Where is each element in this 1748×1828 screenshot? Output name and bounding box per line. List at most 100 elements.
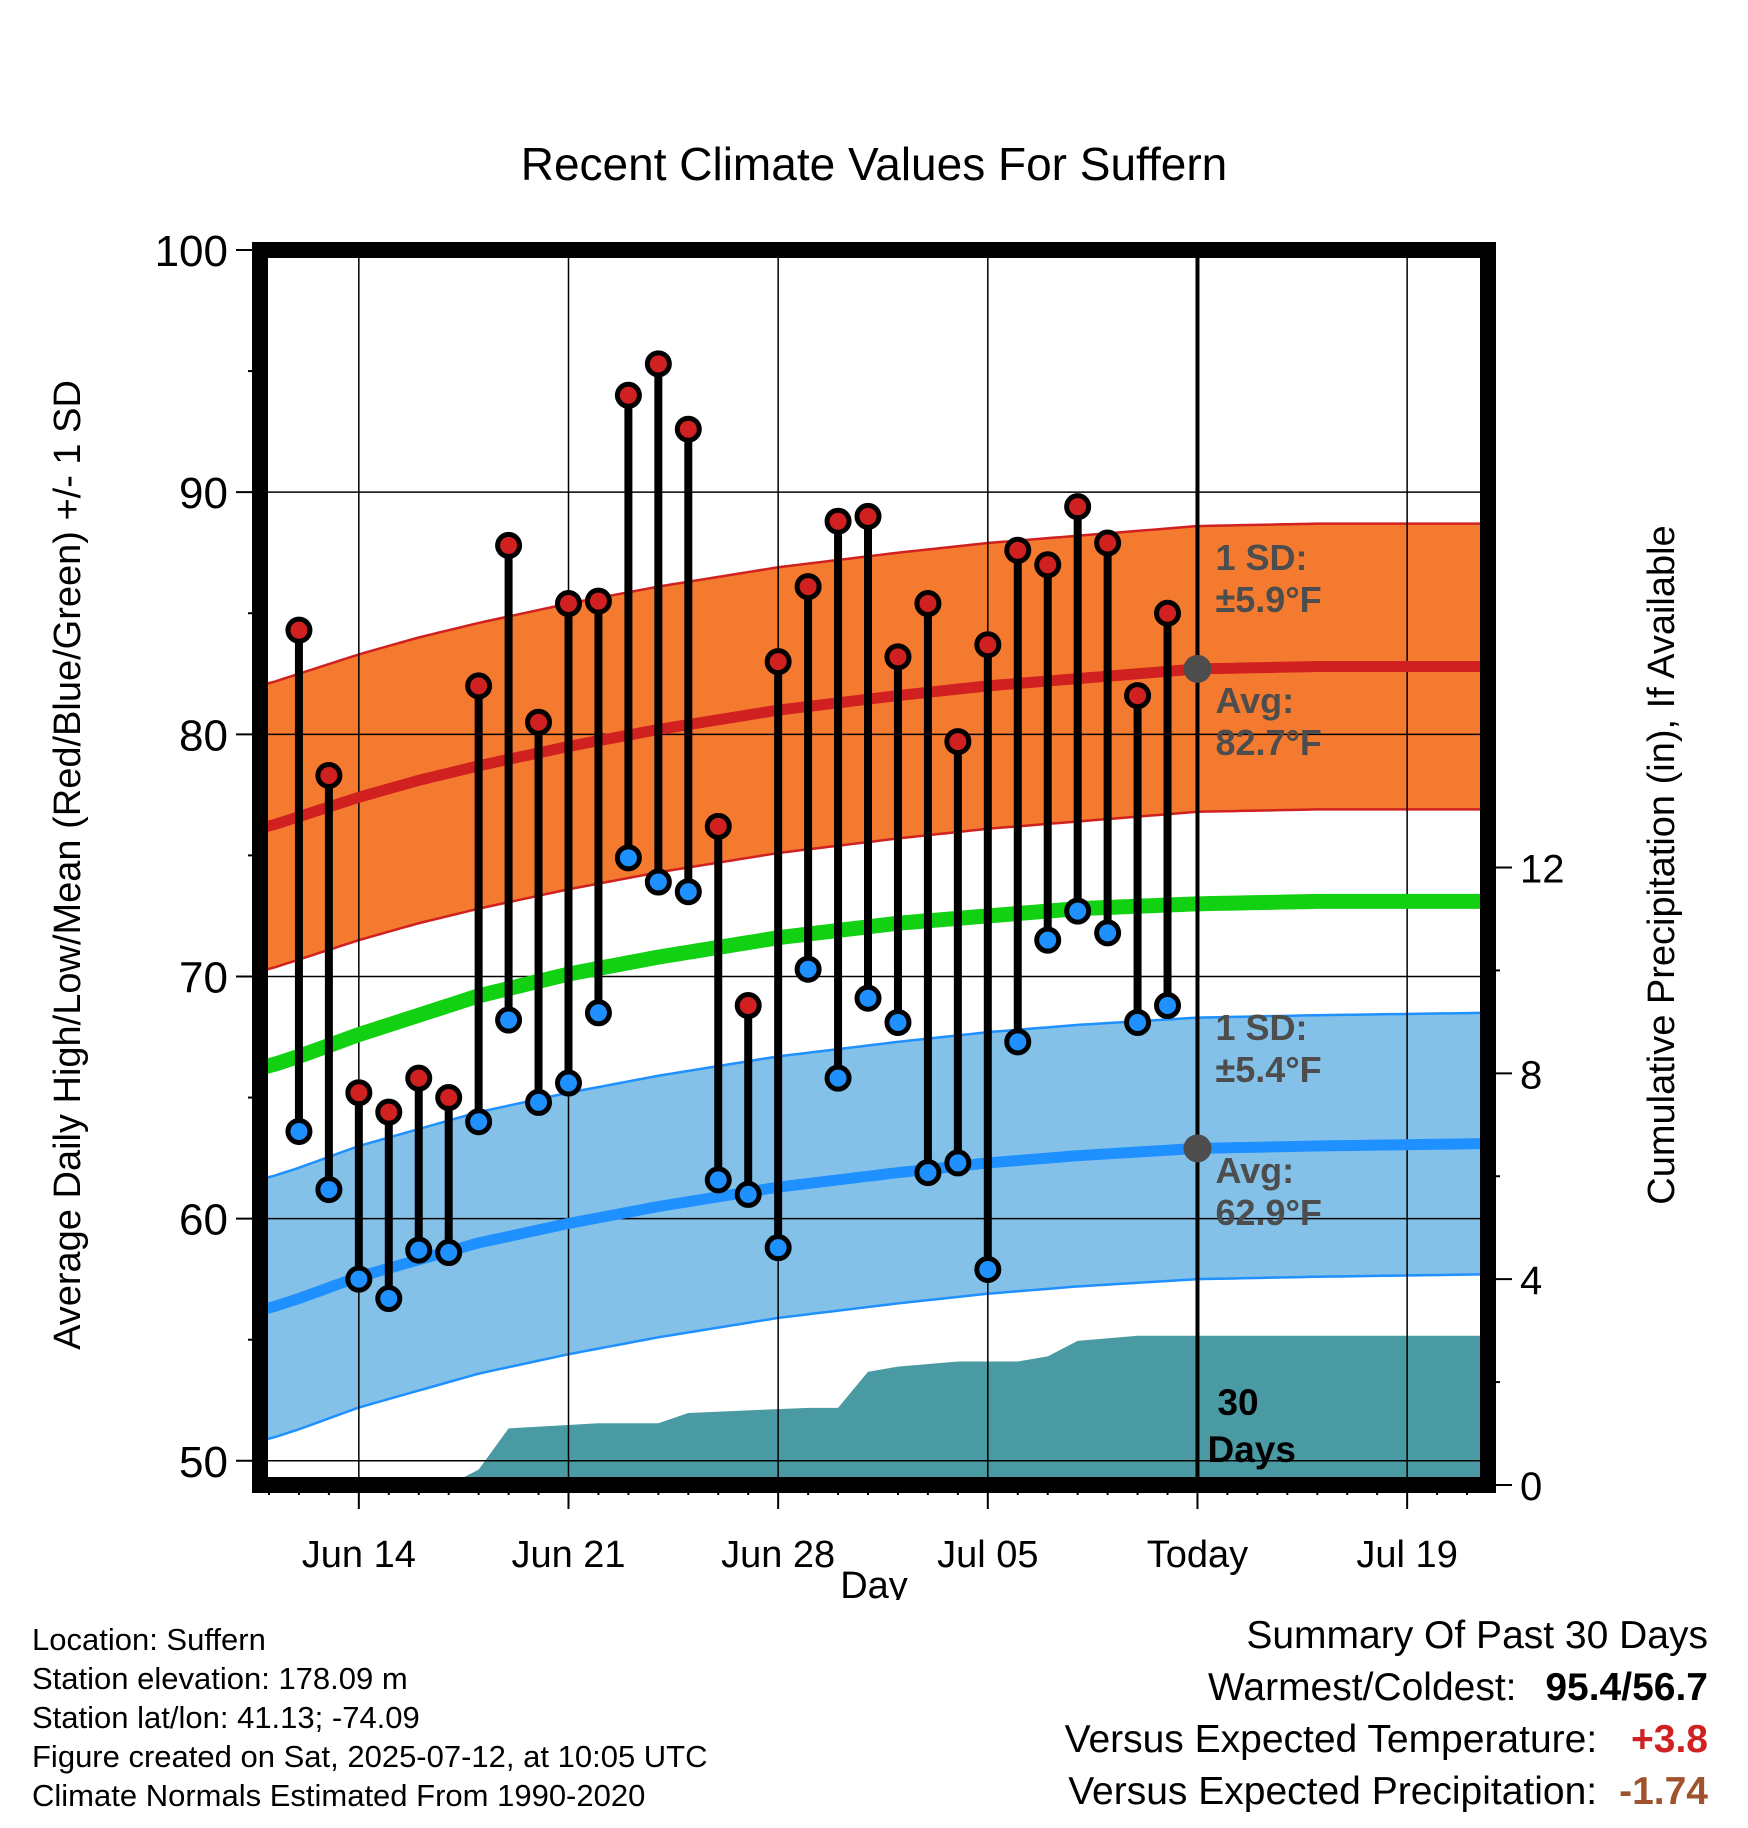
low-temp-point — [944, 1149, 972, 1177]
low-avg-value: 62.9°F — [1215, 1192, 1321, 1233]
high-temp-point — [285, 616, 313, 644]
station-info: Location: Suffern Station elevation: 178… — [32, 1620, 708, 1815]
y-axis-label-left: Average Daily High/Low/Mean (Red/Blue/Gr… — [47, 380, 89, 1350]
warm-cold-label: Warmest/Coldest: — [1208, 1666, 1517, 1709]
low-avg-annotation: Avg: — [1215, 1150, 1294, 1191]
high-temp-point — [584, 587, 612, 615]
high-temp-point — [1034, 551, 1062, 579]
station-latlon: Station lat/lon: 41.13; -74.09 — [32, 1700, 420, 1735]
low-temp-point — [1064, 897, 1092, 925]
low-temp-point — [1124, 1008, 1152, 1036]
high-temp-point — [854, 502, 882, 530]
coldest-value: 56.7 — [1632, 1666, 1708, 1709]
x-tick-label: Jun 14 — [302, 1534, 416, 1576]
high-temp-point — [914, 590, 942, 618]
precip-label: Versus Expected Precipitation: — [1068, 1770, 1598, 1813]
high-temp-point — [435, 1084, 463, 1112]
low-temp-point — [584, 999, 612, 1027]
warmest-value: 95.4 — [1545, 1666, 1622, 1709]
temp-anomaly-value: +3.8 — [1631, 1718, 1708, 1761]
low-temp-point — [974, 1255, 1002, 1283]
today-high-avg-marker — [1183, 654, 1212, 683]
x-tick-label: Jun 21 — [511, 1534, 625, 1576]
low-avg-line — [260, 1138, 1488, 1314]
high-temp-point — [734, 992, 762, 1020]
low-temp-point — [435, 1239, 463, 1267]
high-temp-point — [465, 672, 493, 700]
low-temp-point — [1004, 1028, 1032, 1056]
high-temp-point — [764, 648, 792, 676]
plot-clipped — [260, 250, 1488, 1485]
high-sd-upper-line — [260, 522, 1488, 685]
low-sd-band — [260, 1012, 1488, 1439]
y2-tick-label: 12 — [1520, 848, 1565, 892]
low-sd-value: ±5.4°F — [1215, 1049, 1321, 1090]
high-temp-point — [495, 531, 523, 559]
today-low-avg-marker — [1183, 1134, 1212, 1163]
station-location: Location: Suffern — [32, 1622, 266, 1657]
mean-avg-line — [260, 893, 1488, 1074]
high-temp-point — [345, 1079, 373, 1107]
low-temp-point — [345, 1265, 373, 1293]
high-temp-point — [974, 631, 1002, 659]
y-tick-label: 60 — [179, 1196, 228, 1245]
y-tick-label: 80 — [179, 711, 228, 760]
y-tick-label: 100 — [155, 227, 228, 276]
x-tick-label: Jul 05 — [937, 1534, 1038, 1576]
low-temp-point — [704, 1166, 732, 1194]
precip-days-label: Days — [1207, 1429, 1295, 1470]
high-temp-point — [1154, 599, 1182, 627]
y-tick-label: 90 — [179, 469, 228, 518]
high-temp-point — [525, 708, 553, 736]
high-temp-point — [1064, 493, 1092, 521]
high-temp-point — [405, 1064, 433, 1092]
low-temp-point — [734, 1180, 762, 1208]
low-temp-point — [884, 1008, 912, 1036]
low-temp-point — [854, 984, 882, 1012]
high-temp-point — [884, 643, 912, 671]
low-temp-point — [614, 844, 642, 872]
low-temp-point — [824, 1064, 852, 1092]
low-temp-point — [794, 955, 822, 983]
high-avg-line — [260, 661, 1488, 832]
y2-tick-label: 0 — [1520, 1465, 1542, 1509]
summary-panel: Summary Of Past 30 Days Warmest/Coldest:… — [1065, 1610, 1708, 1818]
low-temp-point — [1154, 992, 1182, 1020]
y-tick-label: 70 — [179, 953, 228, 1002]
summary-temp: Versus Expected Temperature: +3.8 — [1065, 1714, 1708, 1766]
high-sd-lower-line — [260, 808, 1488, 971]
summary-warm-cold: Warmest/Coldest: 95.4/56.7 — [1208, 1666, 1708, 1709]
low-sd-lower-line — [260, 1273, 1488, 1441]
low-temp-point — [644, 868, 672, 896]
x-tick-label: Jul 19 — [1356, 1534, 1457, 1576]
high-temp-point — [614, 381, 642, 409]
low-temp-point — [764, 1234, 792, 1262]
plot-area: 50 60 70 80 90 100 0 4 8 12 Jun 14 Jun 21 Jun 28 Jul … — [155, 227, 1565, 1576]
climate-chart: Recent Climate Values For Suffern 50 60 70… — [47, 138, 1683, 1600]
low-sd-upper-line — [260, 1011, 1488, 1179]
low-temp-point — [554, 1069, 582, 1097]
x-axis-label: Day — [840, 1565, 908, 1600]
y-axis-label-right: Cumulative Precipitation (in), If Availa… — [1641, 525, 1683, 1204]
high-avg-annotation: Avg: — [1215, 680, 1294, 721]
high-temp-point — [644, 350, 672, 378]
low-temp-point — [1034, 926, 1062, 954]
low-temp-point — [525, 1088, 553, 1116]
high-temp-point — [1094, 529, 1122, 557]
climate-normals-note: Climate Normals Estimated From 1990-2020 — [32, 1778, 646, 1813]
high-temp-point — [1004, 536, 1032, 564]
low-temp-point — [674, 878, 702, 906]
low-temp-point — [375, 1285, 403, 1313]
low-temp-point — [1094, 919, 1122, 947]
temp-label: Versus Expected Temperature: — [1064, 1718, 1598, 1761]
high-temp-point — [375, 1098, 403, 1126]
high-temp-point — [554, 590, 582, 618]
chart-title: Recent Climate Values For Suffern — [521, 138, 1228, 190]
summary-precip: Versus Expected Precipitation: -1.74 — [1065, 1766, 1708, 1818]
low-temp-point — [914, 1159, 942, 1187]
high-temp-point — [315, 761, 343, 789]
high-temp-point — [824, 507, 852, 535]
low-sd-annotation: 1 SD: — [1215, 1007, 1307, 1048]
low-temp-point — [285, 1117, 313, 1145]
station-elevation: Station elevation: 178.09 m — [32, 1661, 408, 1696]
